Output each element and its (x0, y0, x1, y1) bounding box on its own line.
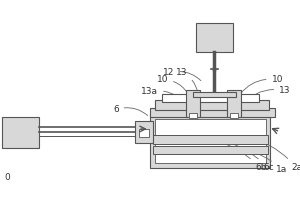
Bar (153, 135, 268, 144)
Text: 13: 13 (241, 86, 291, 106)
Text: 1a: 1a (196, 147, 288, 174)
Text: 10: 10 (157, 75, 188, 94)
Bar (154, 100, 268, 110)
Bar (135, 121, 153, 143)
Text: 10: 10 (240, 75, 283, 94)
Bar (162, 94, 259, 102)
Text: 0: 0 (4, 173, 10, 182)
Text: 6b: 6b (149, 136, 267, 172)
Bar (227, 90, 241, 117)
Text: 6c: 6c (155, 135, 274, 172)
Text: 13: 13 (176, 68, 198, 92)
Bar (153, 146, 268, 154)
Text: 2a: 2a (210, 136, 300, 172)
Text: 6: 6 (113, 105, 148, 116)
Bar (139, 129, 149, 137)
Text: 13a: 13a (141, 87, 188, 106)
Text: 11: 11 (206, 25, 220, 35)
Bar (193, 92, 236, 97)
Bar (154, 119, 266, 163)
Bar (2, 117, 39, 148)
Bar (150, 114, 271, 168)
Bar (189, 113, 197, 118)
Bar (186, 90, 200, 117)
Bar (230, 113, 238, 118)
Bar (196, 23, 233, 52)
Bar (150, 108, 275, 117)
Text: 12: 12 (164, 68, 201, 81)
